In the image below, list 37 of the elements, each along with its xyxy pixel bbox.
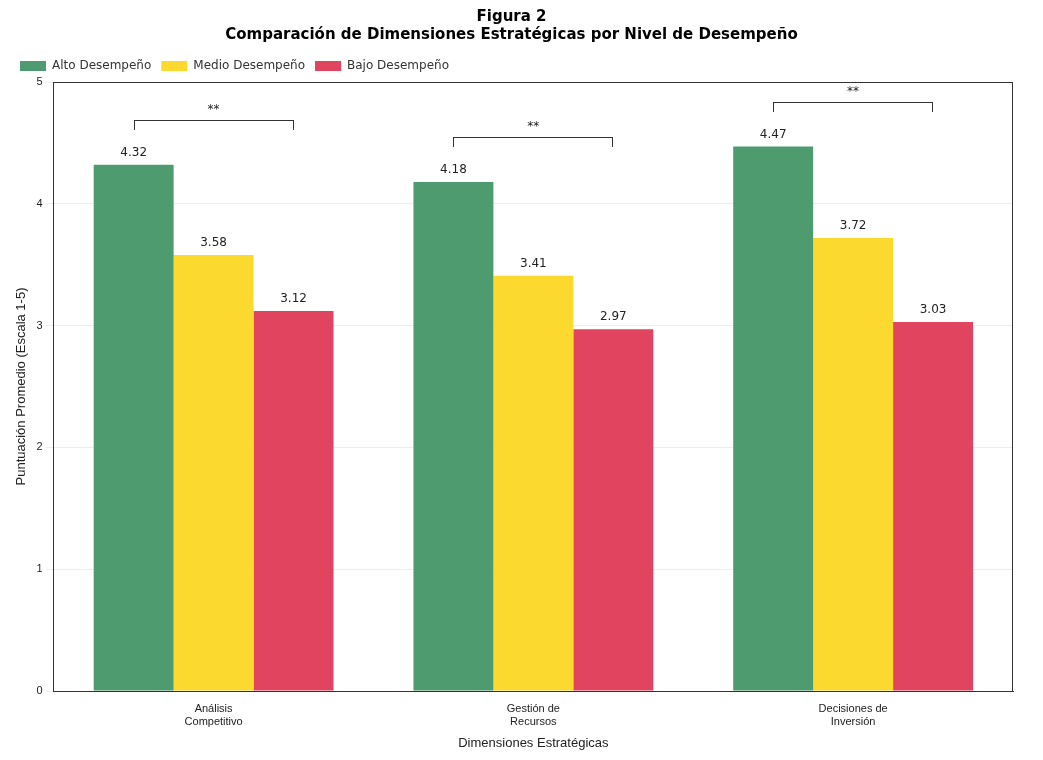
- y-tick-label: 3: [36, 318, 43, 331]
- chart-subtitle: Comparación de Dimensiones Estratégicas por Nivel de Desempeño: [225, 24, 798, 43]
- legend-label: Bajo Desempeño: [347, 58, 450, 73]
- annotation: **: [527, 118, 540, 133]
- bar: [493, 275, 574, 691]
- y-tick-label: 5: [36, 75, 43, 88]
- data-label: 4.18: [440, 162, 467, 176]
- x-axis-title: Dimensiones Estratégicas: [458, 734, 609, 750]
- bar: [93, 164, 174, 691]
- y-tick-label: 4: [36, 196, 43, 209]
- data-label: 3.03: [919, 302, 947, 317]
- data-label: 2.97: [599, 309, 627, 324]
- bar: [253, 310, 334, 691]
- bar: [413, 181, 494, 691]
- legend-label: Medio Desempeño: [193, 58, 306, 73]
- bar: [733, 146, 814, 691]
- x-tick-label: Análisis Competitivo: [184, 701, 243, 727]
- x-tick-label: Decisiones de Inversión: [818, 701, 888, 727]
- x-tick-label: Gestión de Recursos: [506, 701, 560, 727]
- y-axis-title: Puntuación Promedio (Escala 1-5): [13, 287, 29, 486]
- y-tick-label: 2: [36, 440, 43, 453]
- annotation: **: [207, 101, 220, 116]
- data-label: 4.32: [120, 144, 148, 159]
- bar: [813, 237, 894, 691]
- legend-label: Alto Desempeño: [52, 58, 152, 73]
- annotation: **: [847, 83, 860, 98]
- bar: [893, 321, 974, 691]
- bar: [173, 254, 254, 691]
- data-label: 3.12: [280, 291, 307, 306]
- y-tick-label: 1: [36, 562, 43, 575]
- data-label: 3.41: [520, 255, 547, 270]
- y-tick-label: 0: [36, 684, 43, 697]
- bar: [573, 329, 654, 691]
- data-label: 3.72: [839, 218, 867, 233]
- data-label: 4.47: [759, 126, 787, 141]
- chart-title: Figura 2: [476, 6, 547, 25]
- data-label: 3.58: [200, 235, 227, 250]
